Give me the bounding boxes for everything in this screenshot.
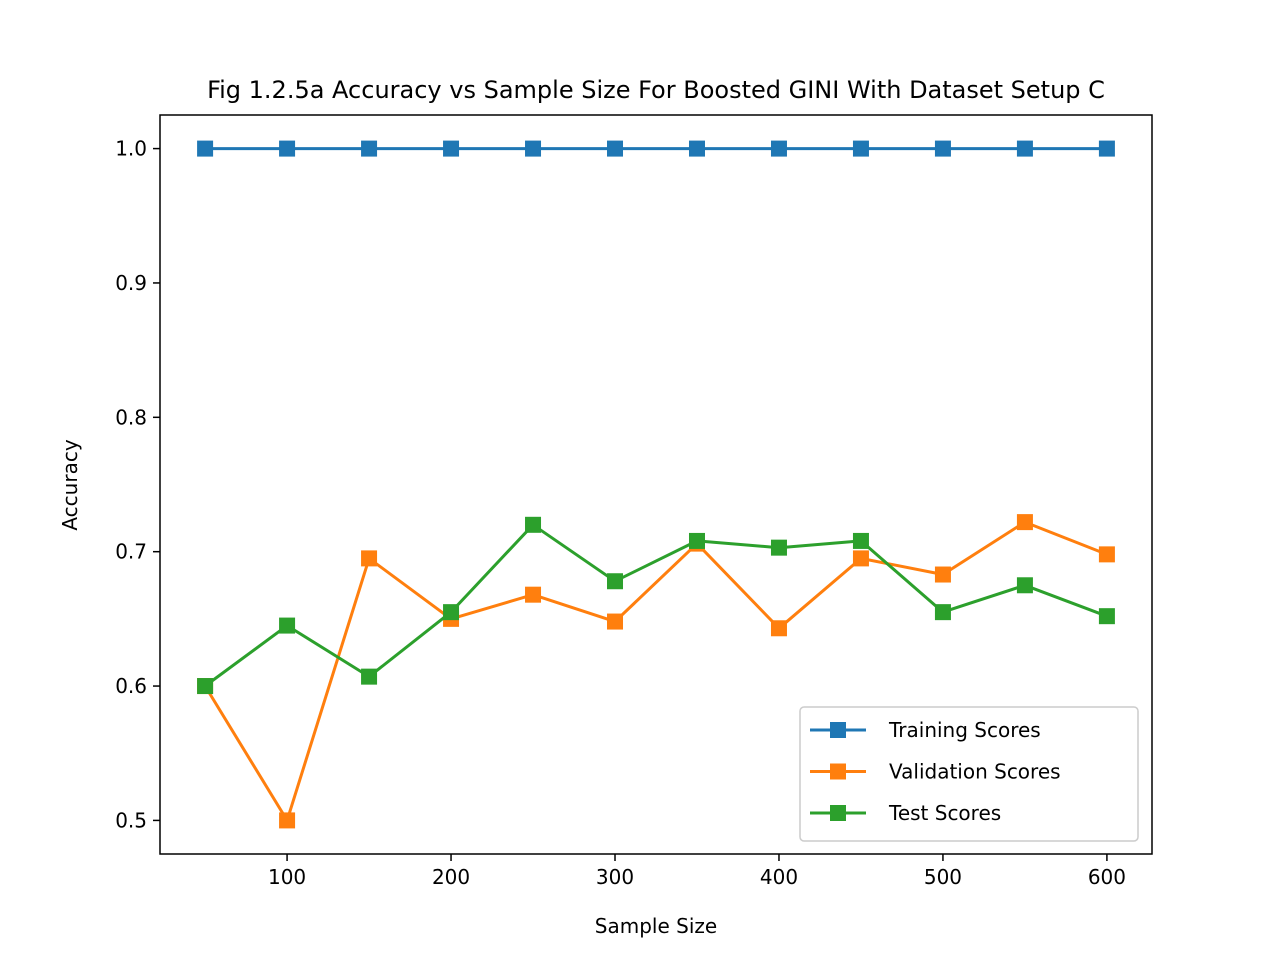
data-point	[934, 604, 951, 621]
data-point	[1016, 140, 1033, 157]
legend: Training Scores Validation Scores Test Sco…	[799, 706, 1139, 842]
legend-entry: Validation Scores	[810, 760, 1061, 784]
data-point	[525, 140, 542, 157]
x-tick-label: 500	[924, 865, 962, 889]
data-point	[688, 140, 705, 157]
data-point	[525, 586, 542, 603]
axes-frame	[159, 114, 1153, 855]
data-point	[1098, 546, 1115, 563]
data-point	[852, 550, 869, 567]
data-point	[1016, 514, 1033, 531]
data-point	[279, 617, 296, 634]
y-tick-label: 0.7	[115, 540, 147, 564]
series-line	[204, 523, 1108, 688]
x-axis-label: Sample Size	[595, 914, 717, 938]
data-point	[688, 532, 705, 549]
y-axis-label: Accuracy	[58, 439, 82, 530]
data-point	[770, 620, 787, 637]
data-point	[443, 140, 460, 157]
x-tick-label: 300	[596, 865, 634, 889]
series-training-scores	[197, 140, 1115, 157]
legend-marker	[830, 722, 846, 738]
data-point	[443, 604, 460, 621]
data-point	[197, 140, 214, 157]
data-point	[197, 678, 214, 695]
legend-marker	[830, 763, 846, 780]
ticks-layer: 100 200 300 400 500 600 0.5 0.6 0.7 0.8 0.9 1.0	[115, 137, 1126, 889]
data-point	[361, 668, 378, 685]
data-point	[852, 532, 869, 549]
data-point	[1098, 140, 1115, 157]
legend-marker	[830, 805, 846, 821]
data-point	[279, 140, 296, 157]
series-layer	[197, 140, 1115, 829]
y-tick-label: 1.0	[115, 137, 147, 161]
chart-title: Fig 1.2.5a Accuracy vs Sample Size For B…	[207, 76, 1105, 104]
data-point	[279, 812, 296, 829]
data-point	[770, 140, 787, 157]
data-point	[934, 566, 951, 583]
data-point	[770, 539, 787, 556]
y-tick-label: 0.5	[115, 808, 147, 832]
x-tick-label: 100	[268, 865, 306, 889]
y-tick-label: 0.8	[115, 405, 147, 429]
series-line	[203, 520, 1108, 822]
data-point	[525, 516, 542, 533]
data-point	[852, 140, 869, 157]
legend-label: Test Scores	[888, 801, 1001, 825]
data-point	[1016, 577, 1033, 594]
x-tick-label: 200	[432, 865, 470, 889]
data-point	[607, 140, 624, 157]
data-point	[607, 573, 624, 590]
y-tick-label: 0.9	[115, 271, 147, 295]
legend-label: Validation Scores	[889, 760, 1061, 784]
series-test-scores	[197, 516, 1115, 695]
legend-box	[799, 706, 1139, 842]
data-point	[607, 613, 624, 630]
y-tick-label: 0.6	[115, 674, 147, 698]
data-point	[934, 140, 951, 157]
legend-entry: Training Scores	[810, 718, 1041, 742]
data-point	[361, 550, 378, 567]
data-point	[361, 140, 378, 157]
legend-entry: Test Scores	[810, 801, 1001, 825]
x-tick-label: 600	[1088, 865, 1126, 889]
data-point	[1098, 608, 1115, 625]
legend-label: Training Scores	[888, 718, 1041, 742]
x-tick-label: 400	[760, 865, 798, 889]
